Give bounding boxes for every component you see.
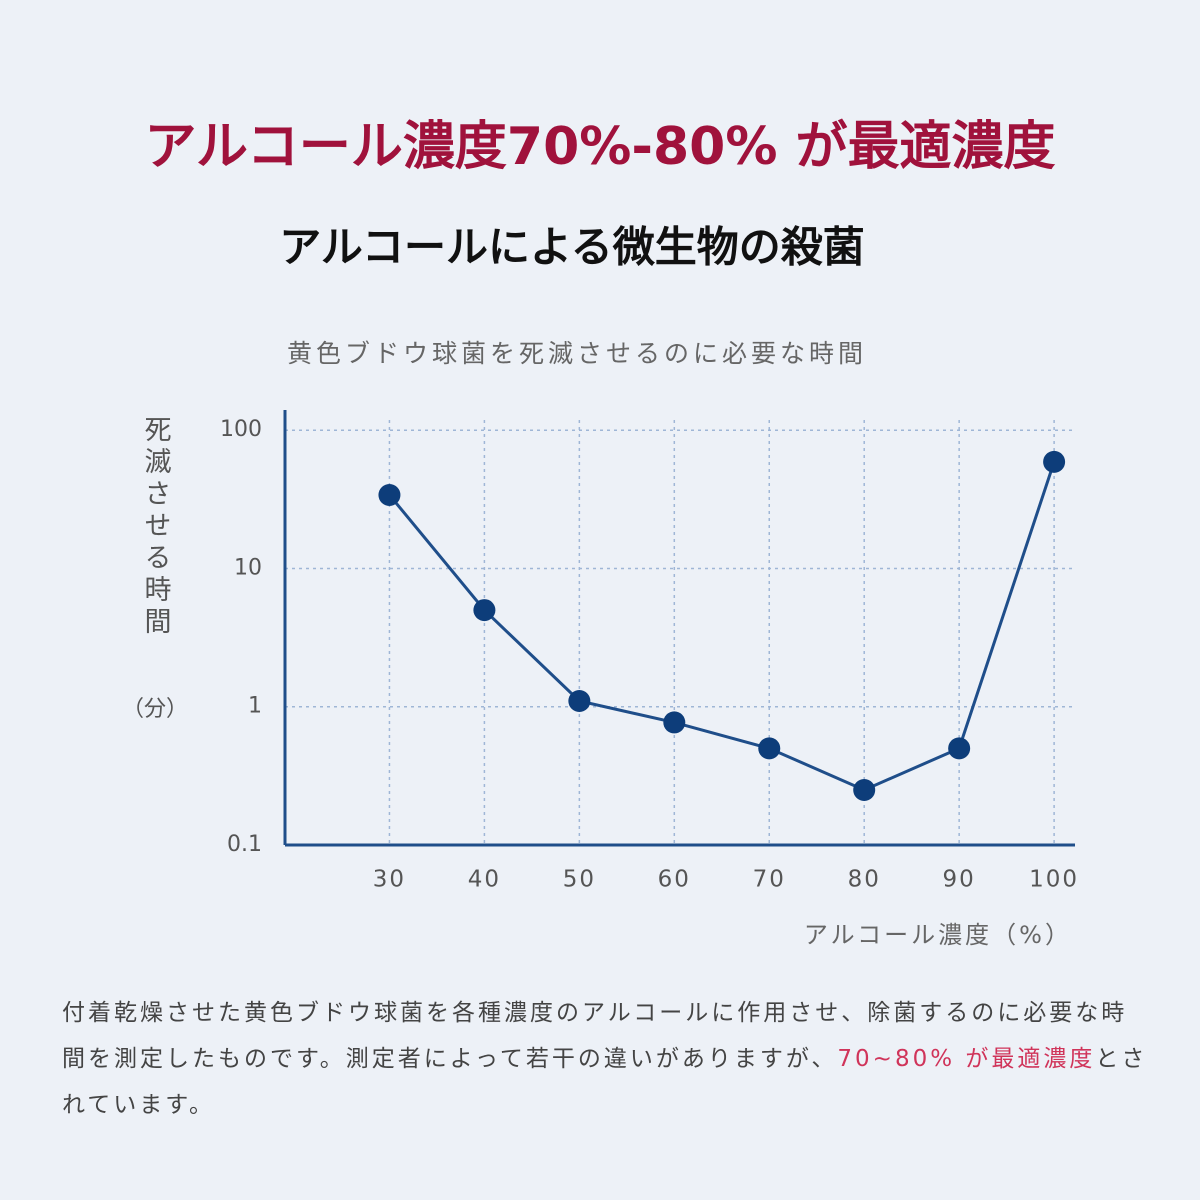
data-point bbox=[568, 690, 591, 713]
chart: アルコール濃度70%-80% が最適濃度 アルコールによる微生物の殺菌 黄色ブド… bbox=[122, 117, 1079, 949]
caption: 付着乾燥させた黄色ブドウ球菌を各種濃度のアルコールに作用させ、除菌するのに必要な… bbox=[62, 990, 1152, 1128]
x-tick-label: 90 bbox=[943, 867, 976, 893]
x-tick-label: 40 bbox=[468, 867, 501, 893]
caption-text: 付着乾燥させた黄色ブドウ球菌を各種濃度のアルコールに作用させ、除菌するのに必要な… bbox=[62, 1000, 1128, 1072]
data-point bbox=[758, 737, 781, 760]
data-point bbox=[853, 778, 876, 801]
data-line bbox=[388, 461, 1056, 792]
caption-highlight: 70~80% が最適濃度 bbox=[837, 1046, 1096, 1072]
subtitle: アルコールによる微生物の殺菌 bbox=[279, 223, 864, 272]
x-axis-label: アルコール濃度（%） bbox=[804, 921, 1072, 949]
x-tick-label: 70 bbox=[753, 867, 786, 893]
data-point bbox=[378, 483, 401, 506]
x-tick-label: 80 bbox=[848, 867, 881, 893]
x-tick-label: 50 bbox=[563, 867, 596, 893]
data-point bbox=[473, 599, 496, 622]
y-tick-label: 100 bbox=[220, 417, 262, 442]
data-point bbox=[663, 711, 686, 734]
data-point bbox=[948, 737, 971, 760]
caption-text: とされています。 bbox=[62, 1046, 1148, 1118]
x-tick-label: 30 bbox=[373, 867, 406, 893]
main-title: アルコール濃度70%-80% が最適濃度 bbox=[144, 117, 1055, 177]
y-axis-unit: （分） bbox=[122, 697, 188, 722]
y-axis-label: 死滅させる時間 bbox=[140, 415, 172, 639]
chart-title: 黄色ブドウ球菌を死滅させるのに必要な時間 bbox=[287, 339, 867, 368]
y-tick-label: 1 bbox=[248, 694, 262, 719]
x-tick-label: 60 bbox=[658, 867, 691, 893]
data-point bbox=[1043, 450, 1066, 473]
y-tick-label: 0.1 bbox=[227, 832, 262, 857]
y-tick-label: 10 bbox=[234, 555, 262, 580]
x-tick-label: 100 bbox=[1029, 867, 1079, 893]
